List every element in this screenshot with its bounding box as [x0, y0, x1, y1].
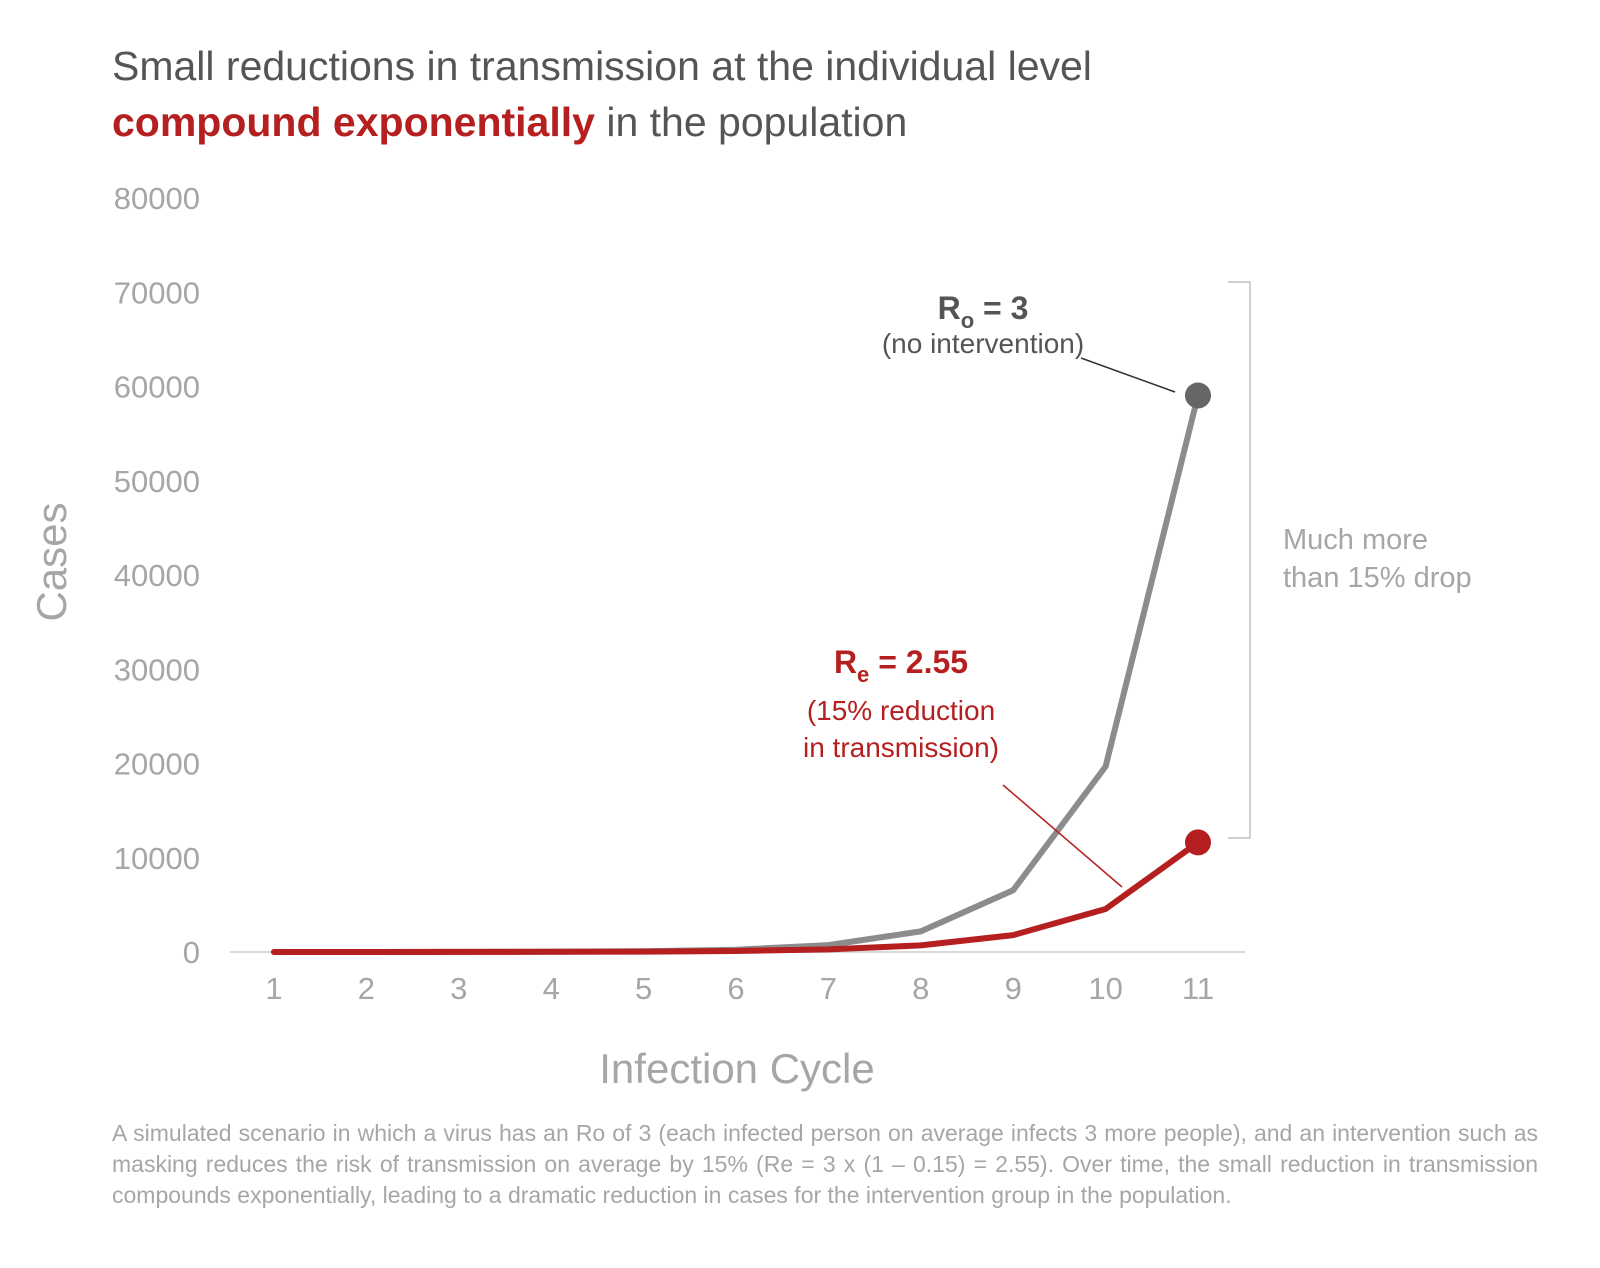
re-label-sub: e [857, 662, 869, 687]
title-line-1: Small reductions in transmission at the … [112, 43, 1092, 89]
x-tick-label: 11 [1182, 971, 1214, 1006]
x-tick-label: 8 [912, 971, 929, 1006]
endpoint-marker-ro [1185, 382, 1211, 409]
title-emphasis: compound exponentially [112, 99, 595, 145]
bracket-label-line-1: Much more [1283, 524, 1428, 556]
x-tick-label: 2 [358, 971, 375, 1006]
re-note-line-1: (15% reduction [807, 695, 995, 726]
figure-caption: A simulated scenario in which a virus ha… [112, 1120, 1538, 1208]
comparison-bracket [1228, 281, 1251, 839]
re-label-value: = 2.55 [869, 644, 968, 680]
series-line-re [271, 839, 1201, 955]
x-tick-label: 9 [1005, 971, 1022, 1006]
ro-note: (no intervention) [882, 328, 1084, 359]
x-tick-label: 7 [820, 971, 837, 1006]
y-tick-label: 30000 [114, 652, 200, 687]
y-tick-label: 0 [183, 935, 200, 970]
chart-title: Small reductions in transmission at the … [112, 38, 1512, 150]
x-tick-label: 10 [1088, 971, 1122, 1006]
title-line-2: compound exponentially in the population [112, 94, 1512, 150]
series-layer [271, 382, 1211, 955]
bracket-label-line-2: than 15% drop [1283, 562, 1472, 594]
re-note-line-2: in transmission) [803, 732, 999, 763]
y-tick-label: 80000 [114, 181, 200, 216]
x-tick-label: 4 [543, 971, 560, 1006]
x-axis-ticks: 1 2 3 4 5 6 7 8 9 10 11 [265, 971, 1214, 1006]
ro-label-sub: o [961, 308, 974, 333]
x-tick-label: 3 [450, 971, 467, 1006]
y-tick-label: 40000 [114, 558, 200, 593]
series-line-ro [271, 392, 1201, 955]
y-tick-label: 20000 [114, 747, 200, 782]
ro-leader-line [1080, 357, 1176, 393]
endpoint-marker-re [1185, 829, 1211, 856]
y-tick-label: 50000 [114, 464, 200, 499]
ro-label-main: R [938, 290, 961, 326]
re-label-main: R [834, 644, 857, 680]
ro-label: Ro = 3 [938, 290, 1029, 333]
title-line-2-rest: in the population [594, 99, 908, 145]
y-tick-label: 10000 [114, 841, 200, 876]
x-tick-label: 6 [727, 971, 744, 1006]
y-axis-label: Cases [28, 502, 75, 621]
y-tick-label: 70000 [114, 275, 200, 310]
y-axis-ticks: 0 10000 20000 30000 40000 50000 60000 70000 8000… [114, 181, 200, 970]
ro-label-value: = 3 [974, 290, 1028, 326]
re-leader-line [1002, 784, 1123, 888]
x-axis-label: Infection Cycle [599, 1045, 874, 1092]
y-tick-label: 60000 [114, 370, 200, 405]
x-tick-label: 1 [265, 971, 282, 1006]
re-label: Re = 2.55 [834, 644, 968, 687]
x-tick-label: 5 [635, 971, 652, 1006]
